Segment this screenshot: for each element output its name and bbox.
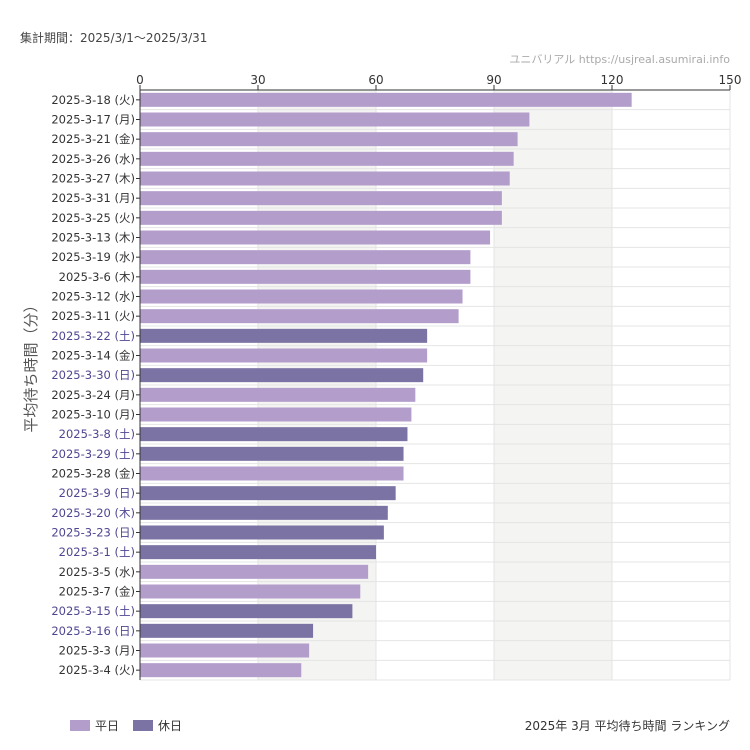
bar bbox=[140, 171, 510, 186]
y-tick-label: 2025-3-13 (木) bbox=[51, 231, 135, 245]
y-tick-label: 2025-3-31 (月) bbox=[51, 191, 135, 205]
site-credit: ユニバリアル https://usjreal.asumirai.info bbox=[509, 53, 730, 66]
bar bbox=[140, 387, 416, 402]
y-tick-label: 2025-3-10 (月) bbox=[51, 408, 135, 422]
y-tick-label: 2025-3-5 (水) bbox=[59, 565, 135, 579]
bar bbox=[140, 230, 491, 245]
y-tick-label: 2025-3-29 (土) bbox=[51, 447, 135, 461]
legend-label: 平日 bbox=[95, 719, 120, 733]
y-tick-label: 2025-3-8 (土) bbox=[59, 427, 135, 441]
y-tick-label: 2025-3-3 (月) bbox=[59, 644, 135, 658]
bar bbox=[140, 486, 396, 501]
y-tick-label: 2025-3-28 (金) bbox=[51, 467, 135, 481]
bar bbox=[140, 191, 502, 206]
y-tick-label: 2025-3-20 (木) bbox=[51, 506, 135, 520]
bar bbox=[140, 643, 310, 658]
bar bbox=[140, 663, 302, 678]
y-tick-label: 2025-3-19 (水) bbox=[51, 250, 135, 264]
y-tick-label: 2025-3-1 (土) bbox=[59, 545, 135, 559]
y-tick-label: 2025-3-24 (月) bbox=[51, 388, 135, 402]
y-tick-label: 2025-3-27 (木) bbox=[51, 172, 135, 186]
y-tick-label: 2025-3-25 (火) bbox=[51, 211, 135, 225]
bar bbox=[140, 210, 502, 225]
y-tick-label: 2025-3-16 (日) bbox=[51, 624, 135, 638]
x-tick-label: 90 bbox=[486, 73, 501, 87]
legend-swatch-weekday bbox=[70, 720, 90, 731]
y-tick-label: 2025-3-4 (火) bbox=[59, 663, 135, 677]
bar bbox=[140, 289, 463, 304]
bar bbox=[140, 132, 518, 147]
bar bbox=[140, 564, 369, 579]
legend-item-holiday[interactable]: 休日 bbox=[133, 717, 182, 734]
y-tick-label: 2025-3-12 (水) bbox=[51, 290, 135, 304]
bar bbox=[140, 92, 632, 107]
y-tick-label: 2025-3-23 (日) bbox=[51, 526, 135, 540]
bar bbox=[140, 525, 384, 540]
legend-item-weekday[interactable]: 平日 bbox=[70, 717, 119, 734]
y-tick-label: 2025-3-30 (日) bbox=[51, 368, 135, 382]
bar bbox=[140, 545, 376, 560]
y-axis-label: 平均待ち時間（分） bbox=[22, 297, 40, 432]
y-tick-label: 2025-3-14 (金) bbox=[51, 349, 135, 363]
bar bbox=[140, 309, 459, 324]
y-tick-label: 2025-3-9 (日) bbox=[59, 486, 135, 500]
bar bbox=[140, 427, 408, 442]
y-tick-label: 2025-3-6 (木) bbox=[59, 270, 135, 284]
x-tick-label: 150 bbox=[719, 73, 742, 87]
y-tick-label: 2025-3-18 (火) bbox=[51, 93, 135, 107]
bar bbox=[140, 604, 353, 619]
y-tick-label: 2025-3-15 (土) bbox=[51, 604, 135, 618]
legend-label: 休日 bbox=[158, 719, 183, 733]
y-tick-label: 2025-3-17 (月) bbox=[51, 113, 135, 127]
legend: 平日 休日 bbox=[70, 717, 182, 734]
bar bbox=[140, 269, 471, 284]
bar bbox=[140, 446, 404, 461]
bar bbox=[140, 348, 428, 363]
y-tick-label: 2025-3-7 (金) bbox=[59, 585, 135, 599]
x-tick-label: 0 bbox=[136, 73, 144, 87]
bar bbox=[140, 151, 514, 166]
bar bbox=[140, 112, 530, 127]
x-tick-label: 120 bbox=[601, 73, 624, 87]
bar bbox=[140, 250, 471, 265]
period-label: 集計期間：2025/3/1〜2025/3/31 bbox=[20, 31, 208, 45]
chart-title: 2025年 3月 平均待ち時間 ランキング bbox=[524, 719, 730, 733]
bar bbox=[140, 584, 361, 599]
x-tick-label: 60 bbox=[368, 73, 383, 87]
bar bbox=[140, 368, 424, 383]
y-tick-label: 2025-3-11 (火) bbox=[51, 309, 135, 323]
y-tick-label: 2025-3-26 (水) bbox=[51, 152, 135, 166]
bar bbox=[140, 623, 314, 638]
x-tick-label: 30 bbox=[250, 73, 265, 87]
bar bbox=[140, 328, 428, 343]
bar bbox=[140, 466, 404, 481]
legend-swatch-holiday bbox=[133, 720, 154, 731]
y-tick-label: 2025-3-22 (土) bbox=[51, 329, 135, 343]
y-tick-label: 2025-3-21 (金) bbox=[51, 132, 135, 146]
bar bbox=[140, 407, 412, 422]
bar bbox=[140, 505, 388, 520]
